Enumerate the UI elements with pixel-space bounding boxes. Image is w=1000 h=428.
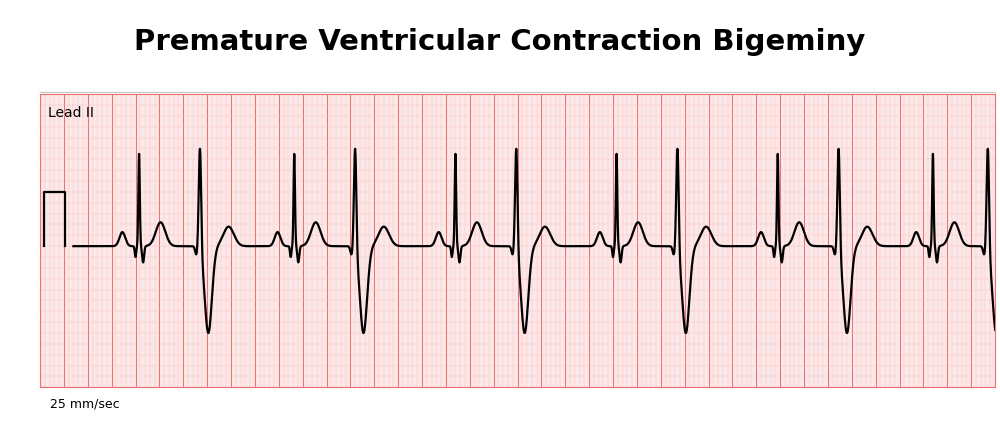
Text: Premature Ventricular Contraction Bigeminy: Premature Ventricular Contraction Bigemi… [134,28,866,56]
Text: 25 mm/sec: 25 mm/sec [50,398,119,410]
Text: Lead II: Lead II [48,106,94,120]
